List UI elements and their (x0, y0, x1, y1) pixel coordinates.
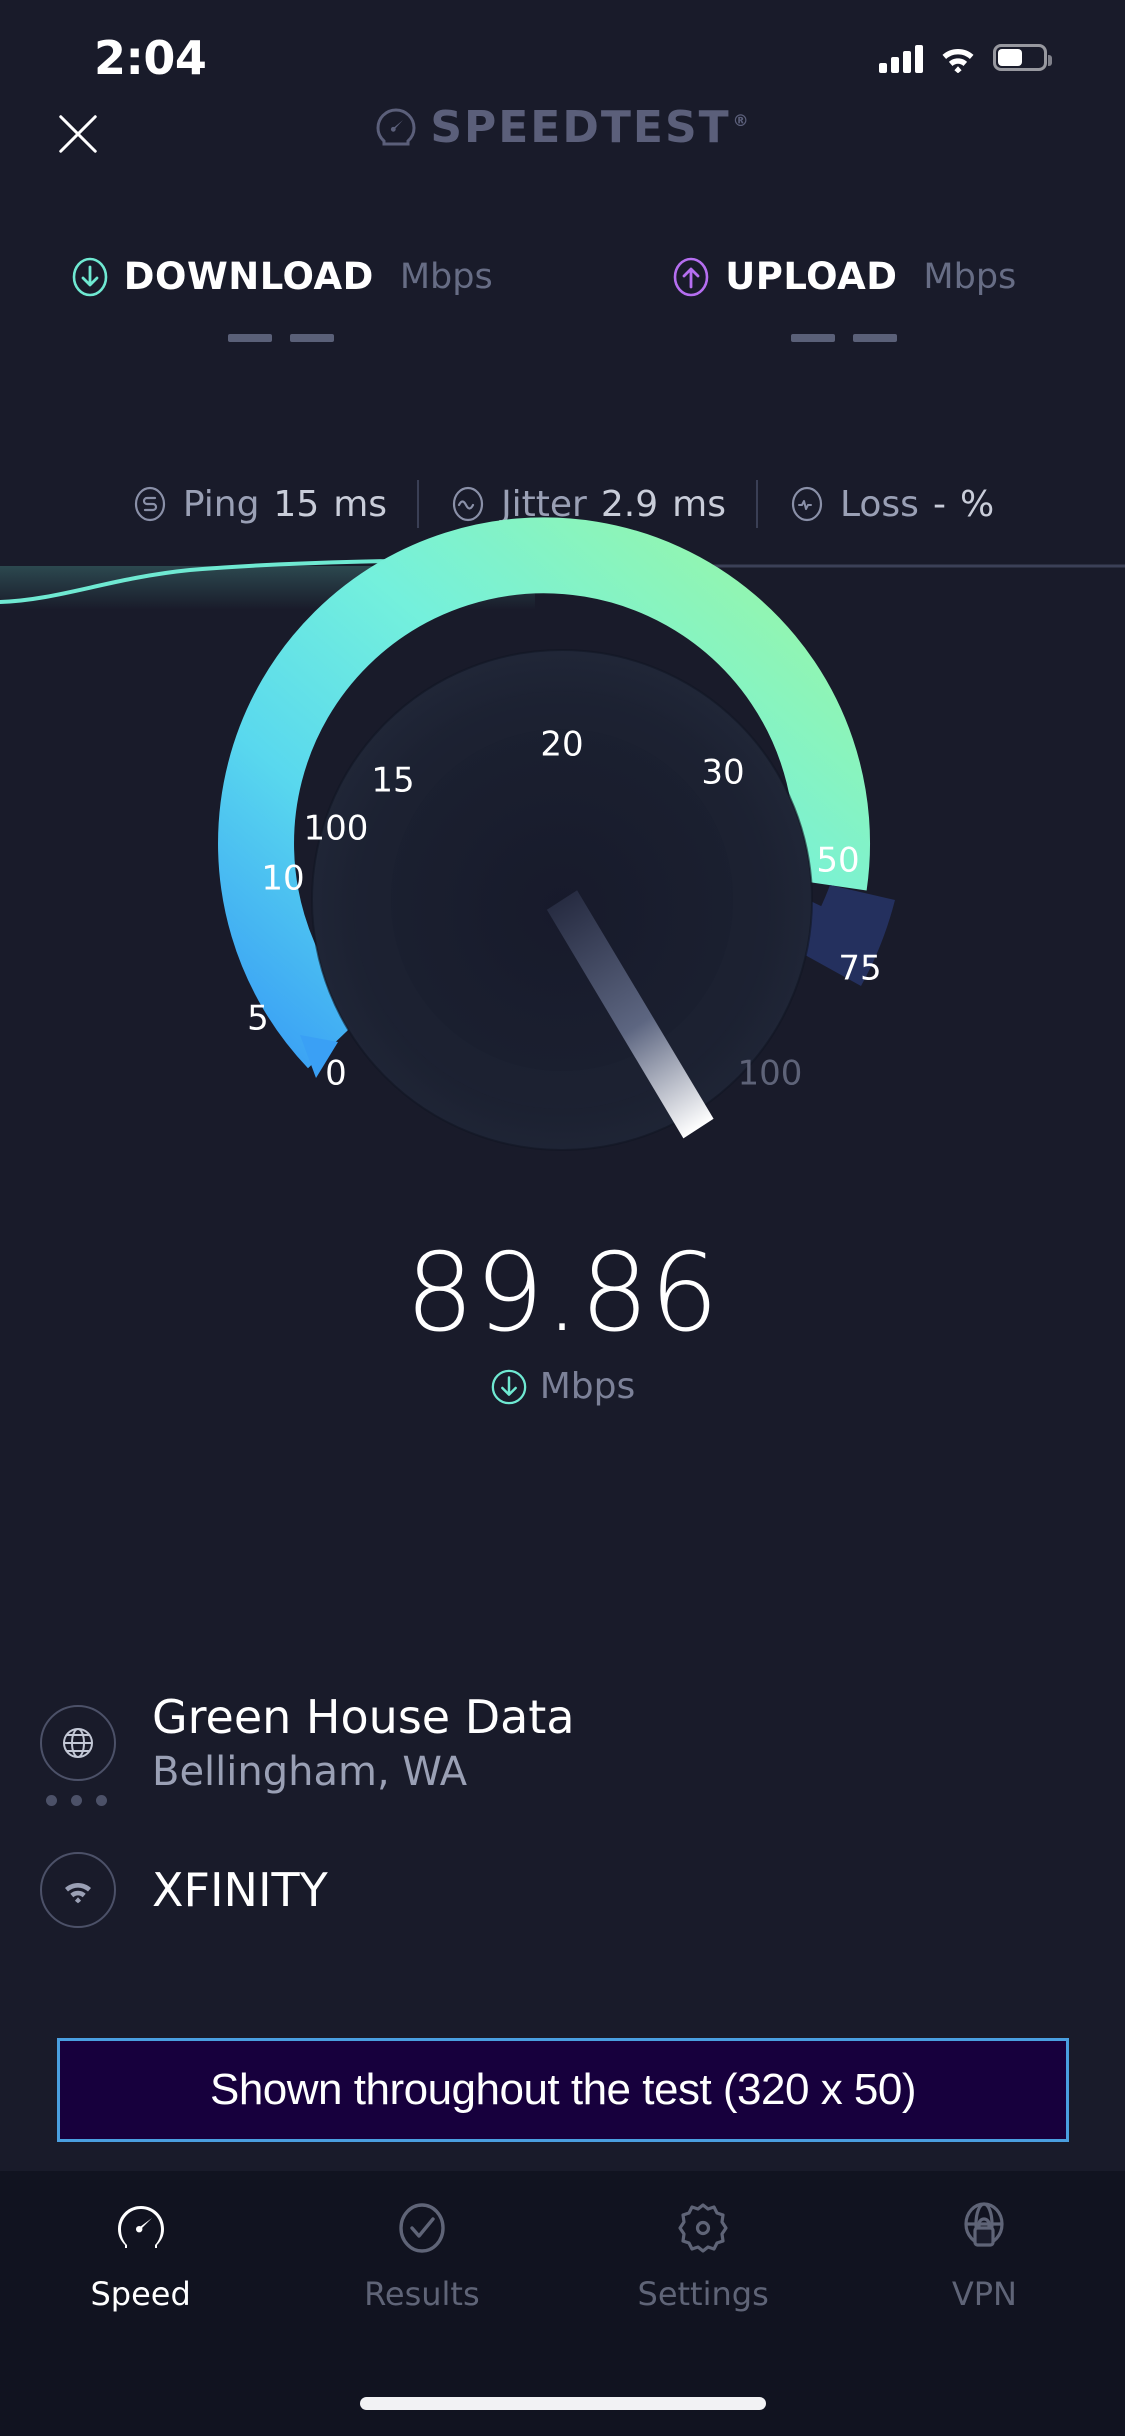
loss-label: Loss (839, 483, 919, 525)
brand-trademark: ® (732, 111, 751, 131)
wifi-icon (942, 48, 974, 73)
brand-title: SPEEDTEST ® (430, 102, 750, 153)
download-arrow-icon (491, 1369, 527, 1404)
ping-icon (134, 486, 165, 522)
tab-speed[interactable]: Speed (0, 2197, 281, 2313)
gauge-tick-labels: 100 5 10 15 20 30 50 75 100 0 (247, 725, 881, 1094)
gauge-arc (218, 517, 895, 1078)
upload-arrow-icon (673, 257, 709, 296)
gear-icon (678, 2203, 728, 2253)
loss-stat: Loss - % (758, 484, 1024, 525)
gauge-tick-5: 30 (701, 753, 744, 793)
gauge-tick-0: 100 (304, 809, 369, 849)
isp-row[interactable]: XFINITY (30, 1852, 1095, 1929)
signal-bars-icon (879, 43, 923, 73)
home-indicator[interactable] (359, 2397, 766, 2410)
metrics-row: DOWNLOAD Mbps UPLOAD Mbps (0, 255, 1125, 342)
download-value-placeholder (228, 334, 335, 342)
status-bar: 2:04 (0, 0, 1125, 105)
gauge-tick-3: 15 (371, 761, 414, 801)
ad-banner-text: Shown throughout the test (320 x 50) (209, 2065, 917, 2114)
status-bar-indicators (879, 43, 1052, 73)
tab-results[interactable]: Results (281, 2197, 562, 2313)
ping-stat: Ping 15 ms (101, 484, 417, 525)
stat-divider (417, 480, 420, 528)
gauge-tick-2: 10 (261, 859, 304, 899)
ping-value: 15 (273, 483, 320, 525)
download-metric: DOWNLOAD Mbps (0, 255, 563, 342)
tab-vpn[interactable]: VPN (844, 2197, 1125, 2313)
connection-info: Green House Data Bellingham, WA XFINITY (30, 1690, 1095, 1929)
upload-label: UPLOAD (725, 255, 898, 298)
gauge-tick-zero: 0 (325, 1054, 347, 1094)
upload-value-placeholder (790, 334, 897, 342)
loss-icon (791, 486, 823, 522)
gauge-tick-6: 50 (816, 841, 859, 881)
gauge-needle (546, 890, 714, 1139)
globe-icon (63, 1728, 93, 1759)
check-circle-icon (399, 2203, 445, 2253)
ping-unit: ms (333, 483, 388, 525)
battery-icon (993, 44, 1052, 71)
jitter-value: 2.9 (600, 483, 659, 525)
loss-value: - (932, 483, 946, 525)
gauge-tick-7: 75 (838, 949, 881, 989)
isp-text: XFINITY (152, 1863, 328, 1917)
ping-label: Ping (182, 483, 260, 525)
server-location: Bellingham, WA (152, 1749, 468, 1796)
tab-results-label: Results (364, 2275, 480, 2313)
stat-divider (755, 480, 758, 528)
isp-name: XFINITY (152, 1863, 328, 1918)
download-unit: Mbps (399, 256, 493, 297)
gauge-readout: 89.86 Mbps (0, 1231, 1125, 1408)
upload-metric: UPLOAD Mbps (563, 255, 1125, 342)
gauge-unit: Mbps (539, 1366, 636, 1407)
status-bar-time: 2:04 (94, 30, 207, 85)
wifi-icon (65, 1883, 91, 1904)
gauge-tick-8: 100 (738, 1054, 803, 1094)
speed-gauge: 100 5 10 15 20 30 50 75 100 0 (0, 430, 1125, 1151)
download-header: DOWNLOAD Mbps (70, 255, 493, 298)
brand-name: SPEEDTEST (430, 102, 731, 153)
network-stats-row: Ping 15 ms Jitter 2.9 ms Loss - % (0, 480, 1125, 528)
gauge-value: 89.86 (405, 1231, 720, 1356)
upload-header: UPLOAD Mbps (671, 255, 1016, 298)
globe-icon-wrap (40, 1705, 116, 1782)
three-dots-icon (46, 1795, 107, 1806)
tab-settings[interactable]: Settings (563, 2197, 844, 2313)
server-name: Green House Data (152, 1690, 575, 1744)
server-text: Green House Data Bellingham, WA (152, 1690, 575, 1796)
gauge-unit-row: Mbps (0, 1366, 1125, 1407)
speedometer-icon (117, 2206, 164, 2248)
jitter-unit: ms (672, 483, 726, 525)
upload-unit: Mbps (923, 256, 1017, 297)
speedtest-logo-icon (376, 107, 416, 145)
jitter-stat: Jitter 2.9 ms (419, 484, 756, 525)
tab-bar: Speed Results Settings VPN (0, 2171, 1125, 2436)
jitter-icon (452, 486, 484, 522)
app-header: SPEEDTEST ® (0, 96, 1125, 176)
vpn-globe-lock-icon (964, 2202, 1004, 2247)
gauge-tick-4: 20 (540, 725, 583, 765)
loss-unit: % (959, 483, 995, 525)
gauge-tick-1: 5 (247, 999, 269, 1039)
tab-settings-label: Settings (637, 2275, 769, 2313)
server-row[interactable]: Green House Data Bellingham, WA (30, 1690, 1095, 1796)
tab-vpn-label: VPN (951, 2275, 1017, 2313)
tab-speed-label: Speed (90, 2275, 191, 2313)
wifi-icon-wrap (40, 1852, 116, 1929)
brand-lockup: SPEEDTEST ® (0, 102, 1125, 153)
download-arrow-icon (72, 257, 108, 296)
close-button[interactable] (40, 96, 116, 172)
download-label: DOWNLOAD (123, 255, 374, 298)
ad-banner[interactable]: Shown throughout the test (320 x 50) (57, 2038, 1069, 2142)
close-icon (59, 115, 97, 153)
